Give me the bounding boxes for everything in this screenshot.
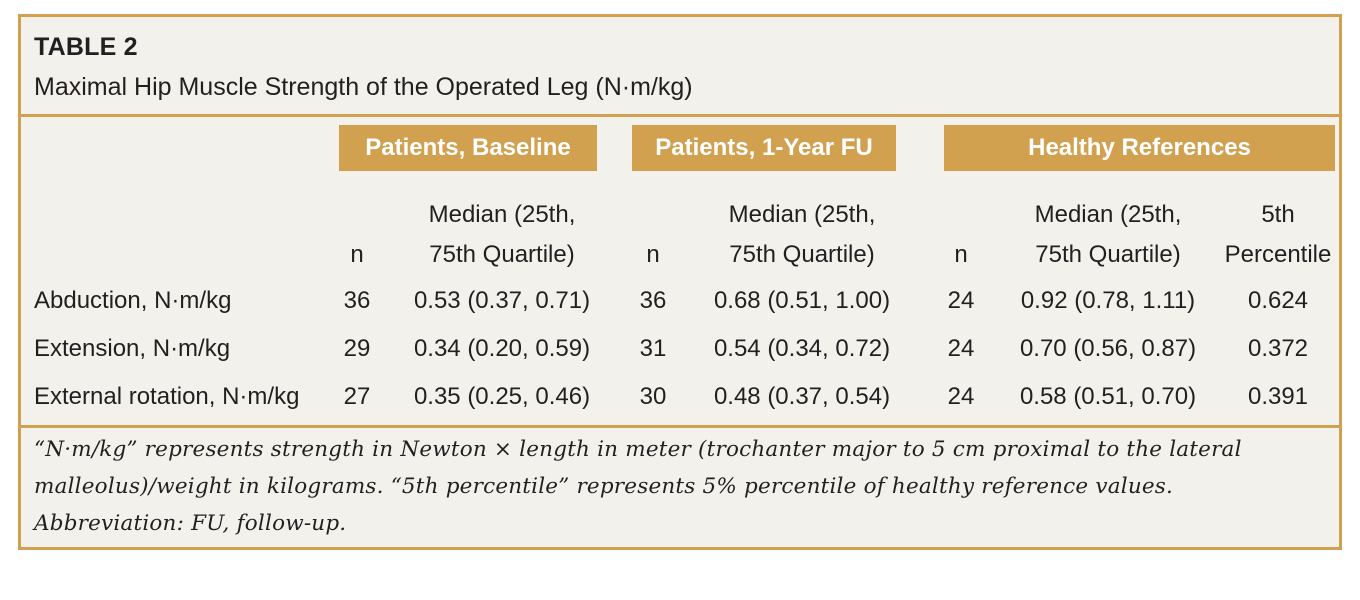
col-header-median-line2: 75th Quartile) <box>429 241 575 268</box>
group-header-followup: Patients, 1-Year FU <box>632 125 896 171</box>
col-header-median-line1: Median (25th, <box>1034 201 1182 228</box>
col-header-n-baseline: n <box>350 241 364 268</box>
col-header-median-line2: 75th Quartile) <box>729 241 875 268</box>
footnote-line: Abbreviation: FU, follow-up. <box>34 511 347 536</box>
table-cell: 0.35 (0.25, 0.46) <box>413 383 591 410</box>
footnote-line: “N·m/kg” represents strength in Newton ×… <box>34 437 1242 462</box>
table-cell: 0.58 (0.51, 0.70) <box>1019 383 1197 410</box>
group-header-healthy: Healthy References <box>944 125 1335 171</box>
table-cell: 0.70 (0.56, 0.87) <box>1019 335 1197 362</box>
table-cell: 0.48 (0.37, 0.54) <box>713 383 891 410</box>
table-cell: 24 <box>947 287 975 314</box>
col-header-percentile-line2: Percentile <box>1224 241 1332 268</box>
col-header-median-followup: Median (25th, 75th Quartile) <box>697 195 907 275</box>
table-cell: 0.53 (0.37, 0.71) <box>413 287 591 314</box>
col-header-median-line1: Median (25th, <box>428 201 576 228</box>
col-header-percentile: 5th Percentile <box>1216 195 1340 275</box>
table-cell: 29 <box>343 335 371 362</box>
table-title: TABLE 2 <box>34 33 138 61</box>
footnote-line: malleolus)/weight in kilograms. “5th per… <box>34 474 1174 499</box>
table-cell: 0.391 <box>1247 383 1309 410</box>
table-cell: 36 <box>639 287 667 314</box>
col-header-median-line1: Median (25th, <box>728 201 876 228</box>
col-header-n-healthy: n <box>954 241 968 268</box>
table-cell: 30 <box>639 383 667 410</box>
col-header-median-line2: 75th Quartile) <box>1035 241 1181 268</box>
col-header-n-followup: n <box>646 241 660 268</box>
group-header-baseline: Patients, Baseline <box>339 125 597 171</box>
col-header-percentile-line1: 5th <box>1261 201 1295 228</box>
table-cell: 24 <box>947 335 975 362</box>
table-footnote: “N·m/kg” represents strength in Newton ×… <box>34 431 1334 542</box>
table-cell: 36 <box>343 287 371 314</box>
table-cell: 0.624 <box>1247 287 1309 314</box>
col-header-median-healthy: Median (25th, 75th Quartile) <box>1003 195 1213 275</box>
table-cell: 0.372 <box>1247 335 1309 362</box>
row-label-external-rotation: External rotation, N·m/kg <box>34 383 300 410</box>
col-header-median-baseline: Median (25th, 75th Quartile) <box>397 195 607 275</box>
table-cell: 0.92 (0.78, 1.11) <box>1020 287 1196 314</box>
table-cell: 0.34 (0.20, 0.59) <box>413 335 591 362</box>
table-subtitle: Maximal Hip Muscle Strength of the Opera… <box>34 73 693 101</box>
table-cell: 24 <box>947 383 975 410</box>
table-header: TABLE 2 Maximal Hip Muscle Strength of t… <box>21 17 1339 117</box>
table-panel: TABLE 2 Maximal Hip Muscle Strength of t… <box>18 14 1342 550</box>
row-label-extension: Extension, N·m/kg <box>34 335 231 362</box>
table-cell: 0.54 (0.34, 0.72) <box>713 335 891 362</box>
table-cell: 27 <box>343 383 371 410</box>
row-label-abduction: Abduction, N·m/kg <box>34 287 232 314</box>
table-cell: 0.68 (0.51, 1.00) <box>713 287 891 314</box>
footnote-divider <box>21 425 1339 428</box>
table-cell: 31 <box>639 335 667 362</box>
